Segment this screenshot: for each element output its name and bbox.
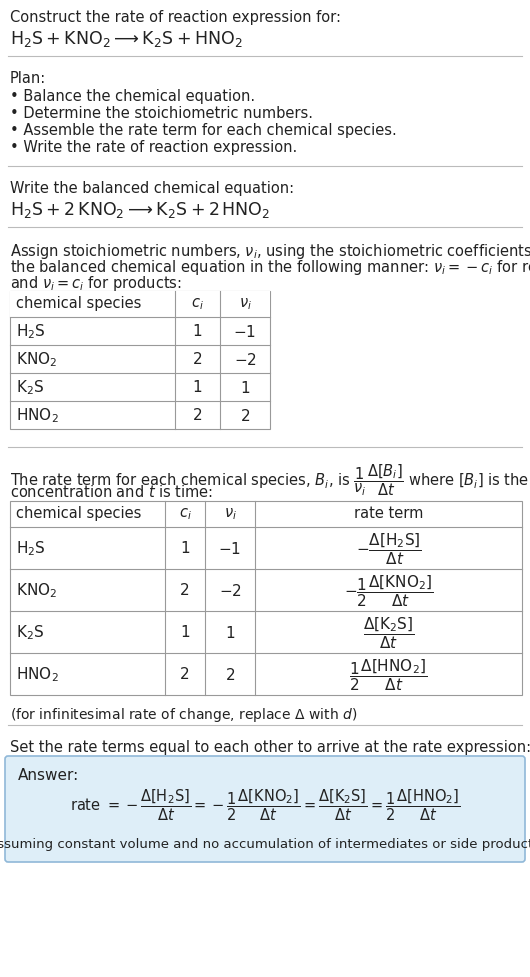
Text: Assign stoichiometric numbers, $\nu_i$, using the stoichiometric coefficients, $: Assign stoichiometric numbers, $\nu_i$, … (10, 241, 530, 261)
Text: chemical species: chemical species (16, 296, 142, 311)
Text: Plan:: Plan: (10, 71, 46, 86)
Text: 1: 1 (180, 625, 190, 640)
Text: 2: 2 (180, 667, 190, 682)
Text: rate $= -\dfrac{\Delta[\mathsf{H_2S}]}{\Delta t} = -\dfrac{1}{2}\dfrac{\Delta[\m: rate $= -\dfrac{\Delta[\mathsf{H_2S}]}{\… (70, 786, 460, 822)
Text: $\mathsf{HNO_2}$: $\mathsf{HNO_2}$ (16, 665, 59, 684)
Bar (10, 292, 270, 430)
Bar (10, 501, 522, 696)
Text: • Balance the chemical equation.: • Balance the chemical equation. (10, 89, 255, 104)
Text: the balanced chemical equation in the following manner: $\nu_i = -c_i$ for react: the balanced chemical equation in the fo… (10, 258, 530, 276)
Text: $2$: $2$ (240, 407, 250, 424)
Text: $\mathsf{H_2S}$: $\mathsf{H_2S}$ (16, 539, 46, 558)
Text: $\mathsf{K_2S}$: $\mathsf{K_2S}$ (16, 378, 45, 397)
Text: 1: 1 (180, 541, 190, 556)
Text: concentration and $t$ is time:: concentration and $t$ is time: (10, 484, 213, 499)
Text: $c_i$: $c_i$ (179, 505, 191, 521)
Text: $-2$: $-2$ (234, 352, 257, 367)
Text: Answer:: Answer: (18, 767, 80, 783)
Text: $c_i$: $c_i$ (191, 296, 204, 312)
Text: (for infinitesimal rate of change, replace $\Delta$ with $d$): (for infinitesimal rate of change, repla… (10, 705, 357, 723)
FancyBboxPatch shape (5, 756, 525, 862)
Text: $1$: $1$ (225, 624, 235, 640)
Text: $-\dfrac{1}{2}\dfrac{\Delta[\mathsf{KNO_2}]}{\Delta t}$: $-\dfrac{1}{2}\dfrac{\Delta[\mathsf{KNO_… (344, 573, 433, 609)
Text: $1$: $1$ (240, 380, 250, 396)
Text: 2: 2 (193, 352, 202, 367)
Text: 1: 1 (193, 380, 202, 395)
Text: 2: 2 (193, 408, 202, 423)
Text: • Assemble the rate term for each chemical species.: • Assemble the rate term for each chemic… (10, 123, 397, 138)
Text: $-1$: $-1$ (218, 540, 242, 557)
Text: $\mathsf{H_2S + 2\,KNO_2 \longrightarrow K_2S + 2\,HNO_2}$: $\mathsf{H_2S + 2\,KNO_2 \longrightarrow… (10, 199, 270, 220)
Text: $\mathsf{HNO_2}$: $\mathsf{HNO_2}$ (16, 406, 59, 425)
Text: • Write the rate of reaction expression.: • Write the rate of reaction expression. (10, 140, 297, 154)
Text: $\mathsf{KNO_2}$: $\mathsf{KNO_2}$ (16, 351, 57, 369)
Text: 2: 2 (180, 583, 190, 598)
Text: $\mathsf{H_2S}$: $\mathsf{H_2S}$ (16, 322, 46, 341)
Text: • Determine the stoichiometric numbers.: • Determine the stoichiometric numbers. (10, 106, 313, 121)
Text: Construct the rate of reaction expression for:: Construct the rate of reaction expressio… (10, 10, 341, 25)
Text: 1: 1 (193, 324, 202, 339)
Text: $\nu_i$: $\nu_i$ (224, 505, 236, 521)
Text: Write the balanced chemical equation:: Write the balanced chemical equation: (10, 181, 294, 195)
Bar (10, 292, 270, 318)
Text: $\nu_i$: $\nu_i$ (238, 296, 251, 312)
Text: (assuming constant volume and no accumulation of intermediates or side products): (assuming constant volume and no accumul… (0, 837, 530, 850)
Text: $\mathsf{H_2S + KNO_2 \longrightarrow K_2S + HNO_2}$: $\mathsf{H_2S + KNO_2 \longrightarrow K_… (10, 29, 243, 49)
Text: and $\nu_i = c_i$ for products:: and $\nu_i = c_i$ for products: (10, 274, 182, 293)
Text: $\dfrac{\Delta[\mathsf{K_2S}]}{\Delta t}$: $\dfrac{\Delta[\mathsf{K_2S}]}{\Delta t}… (363, 615, 414, 651)
Text: $\dfrac{1}{2}\dfrac{\Delta[\mathsf{HNO_2}]}{\Delta t}$: $\dfrac{1}{2}\dfrac{\Delta[\mathsf{HNO_2… (349, 657, 428, 692)
Text: $\mathsf{K_2S}$: $\mathsf{K_2S}$ (16, 623, 45, 642)
Text: $-1$: $-1$ (234, 323, 257, 340)
Text: $-\dfrac{\Delta[\mathsf{H_2S}]}{\Delta t}$: $-\dfrac{\Delta[\mathsf{H_2S}]}{\Delta t… (356, 531, 421, 567)
Text: chemical species: chemical species (16, 505, 142, 521)
Text: $2$: $2$ (225, 666, 235, 682)
Text: Set the rate terms equal to each other to arrive at the rate expression:: Set the rate terms equal to each other t… (10, 740, 530, 754)
Text: The rate term for each chemical species, $B_i$, is $\dfrac{1}{\nu_i}\dfrac{\Delt: The rate term for each chemical species,… (10, 461, 530, 497)
Text: $-2$: $-2$ (218, 582, 242, 598)
Text: rate term: rate term (354, 505, 423, 521)
Text: $\mathsf{KNO_2}$: $\mathsf{KNO_2}$ (16, 581, 57, 600)
